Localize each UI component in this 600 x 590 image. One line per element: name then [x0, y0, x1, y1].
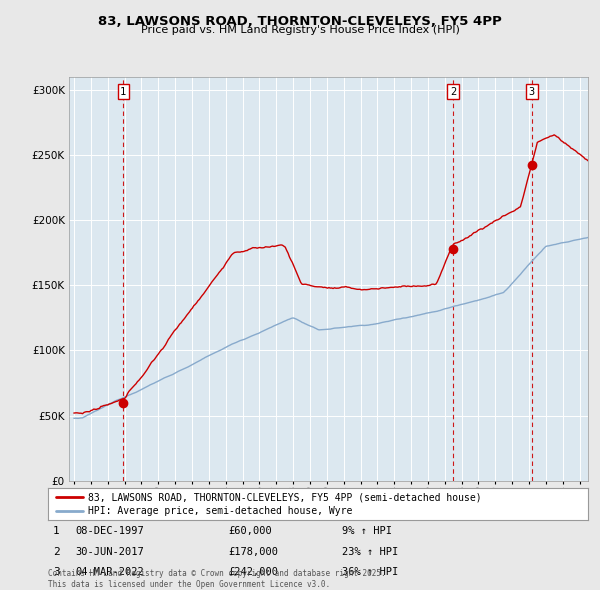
Text: Price paid vs. HM Land Registry's House Price Index (HPI): Price paid vs. HM Land Registry's House … — [140, 25, 460, 35]
Text: 30-JUN-2017: 30-JUN-2017 — [75, 547, 144, 556]
Text: 08-DEC-1997: 08-DEC-1997 — [75, 526, 144, 536]
Text: 04-MAR-2022: 04-MAR-2022 — [75, 568, 144, 577]
Text: HPI: Average price, semi-detached house, Wyre: HPI: Average price, semi-detached house,… — [89, 506, 353, 516]
Text: 2: 2 — [450, 87, 457, 97]
Text: Contains HM Land Registry data © Crown copyright and database right 2025.
This d: Contains HM Land Registry data © Crown c… — [48, 569, 386, 589]
Text: 83, LAWSONS ROAD, THORNTON-CLEVELEYS, FY5 4PP (semi-detached house): 83, LAWSONS ROAD, THORNTON-CLEVELEYS, FY… — [89, 492, 482, 502]
Text: 2: 2 — [53, 547, 60, 556]
Text: £242,000: £242,000 — [228, 568, 278, 577]
Text: 83, LAWSONS ROAD, THORNTON-CLEVELEYS, FY5 4PP: 83, LAWSONS ROAD, THORNTON-CLEVELEYS, FY… — [98, 15, 502, 28]
Text: 9% ↑ HPI: 9% ↑ HPI — [342, 526, 392, 536]
Text: 23% ↑ HPI: 23% ↑ HPI — [342, 547, 398, 556]
Text: £178,000: £178,000 — [228, 547, 278, 556]
Text: 3: 3 — [529, 87, 535, 97]
Text: 1: 1 — [53, 526, 60, 536]
Text: 1: 1 — [120, 87, 127, 97]
Text: £60,000: £60,000 — [228, 526, 272, 536]
Text: 3: 3 — [53, 568, 60, 577]
Text: 36% ↑ HPI: 36% ↑ HPI — [342, 568, 398, 577]
